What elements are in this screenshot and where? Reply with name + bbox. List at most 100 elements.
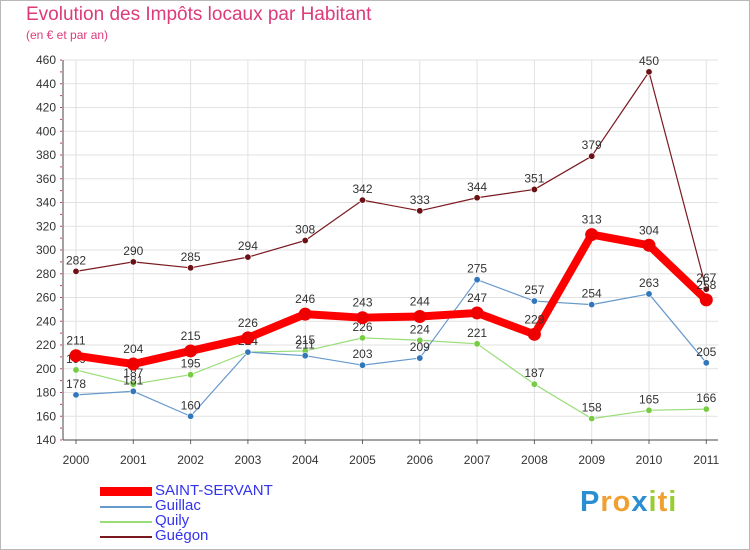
- x-tick-label-2001: 2001: [120, 453, 147, 467]
- data-point-quily-2000: [72, 366, 80, 374]
- x-tick-label-2011: 2011: [693, 453, 719, 467]
- data-point-guillac-2005: [358, 361, 366, 369]
- data-point-guillac-2001: [129, 387, 137, 395]
- data-point-saint-servant-2005: [356, 311, 369, 325]
- data-point-gu-gon-2010: [645, 68, 653, 76]
- legend-swatch-guillac: [100, 506, 152, 508]
- data-label-saint-servant-2009: 313: [582, 213, 602, 227]
- data-point-gu-gon-2001: [129, 258, 137, 266]
- y-tick-label-260: 260: [36, 291, 56, 305]
- y-tick-label-380: 380: [36, 148, 56, 162]
- data-label-saint-servant-2003: 226: [238, 316, 258, 330]
- data-label-saint-servant-2005: 243: [352, 296, 372, 310]
- data-point-gu-gon-2004: [301, 237, 309, 245]
- x-tick-label-2002: 2002: [177, 453, 204, 467]
- data-point-saint-servant-2008: [527, 327, 541, 341]
- data-label-guillac-2007: 275: [467, 262, 487, 276]
- y-tick-label-180: 180: [36, 386, 56, 400]
- data-label-guillac-2009: 254: [582, 287, 602, 301]
- x-tick-label-2009: 2009: [578, 453, 605, 467]
- y-tick-label-460: 460: [36, 53, 56, 67]
- x-tick-label-2005: 2005: [349, 453, 376, 467]
- data-label-gu-gon-2009: 379: [582, 138, 602, 152]
- data-label-gu-gon-2004: 308: [295, 223, 315, 237]
- data-label-guillac-2001: 181: [123, 373, 143, 387]
- data-label-quily-2009: 158: [582, 401, 602, 415]
- x-tick-label-2008: 2008: [521, 453, 548, 467]
- data-point-gu-gon-2006: [416, 207, 424, 215]
- data-label-gu-gon-2008: 351: [524, 171, 544, 185]
- data-point-gu-gon-2005: [358, 196, 366, 204]
- data-point-saint-servant-2002: [184, 344, 198, 358]
- data-label-guillac-2000: 178: [66, 377, 86, 391]
- data-label-quily-2004: 215: [295, 333, 315, 347]
- series-line-gu-gon: [75, 71, 707, 290]
- data-label-saint-servant-2000: 211: [66, 334, 85, 348]
- data-label-saint-servant-2007: 247: [467, 291, 487, 305]
- data-point-saint-servant-2006: [413, 310, 427, 323]
- legend-label-guillac: Guillac: [155, 497, 201, 514]
- data-point-quily-2011: [702, 405, 710, 413]
- data-point-guillac-2007: [473, 276, 481, 284]
- y-tick-label-420: 420: [36, 101, 56, 115]
- data-point-guillac-2009: [588, 301, 596, 309]
- data-point-gu-gon-2007: [473, 194, 481, 202]
- y-tick-label-300: 300: [36, 243, 56, 257]
- data-label-gu-gon-2001: 290: [123, 244, 143, 258]
- chart-title: Evolution des Impôts locaux par Habitant: [26, 4, 372, 25]
- data-label-guillac-2002: 160: [181, 398, 201, 412]
- data-label-guillac-2011: 205: [696, 345, 716, 359]
- data-label-saint-servant-2004: 246: [295, 292, 315, 306]
- y-tick-label-360: 360: [36, 172, 56, 186]
- data-label-guillac-2004: 211: [296, 338, 315, 352]
- data-label-quily-2005: 226: [352, 320, 372, 334]
- x-tick-label-2003: 2003: [235, 453, 262, 467]
- data-label-gu-gon-2007: 344: [467, 180, 487, 194]
- data-label-quily-2007: 221: [467, 326, 487, 340]
- y-tick-label-280: 280: [36, 267, 56, 281]
- data-label-guillac-2010: 263: [639, 276, 659, 290]
- x-tick-label-2000: 2000: [63, 453, 90, 467]
- data-point-guillac-2004: [301, 352, 309, 360]
- y-tick-label-400: 400: [36, 124, 56, 138]
- data-label-saint-servant-2008: 229: [524, 312, 544, 326]
- data-label-gu-gon-2005: 342: [352, 182, 372, 196]
- legend-label-saint-servant: SAINT-SERVANT: [155, 482, 273, 499]
- data-label-quily-2011: 166: [696, 391, 716, 405]
- y-tick-label-160: 160: [36, 409, 56, 423]
- data-point-quily-2002: [187, 371, 195, 379]
- data-point-saint-servant-2010: [642, 238, 656, 252]
- data-point-quily-2005: [358, 334, 366, 342]
- data-label-guillac-2005: 203: [352, 347, 372, 361]
- logo-letter: P: [580, 486, 601, 518]
- data-point-quily-2001: [129, 380, 137, 388]
- x-tick-label-2007: 2007: [464, 453, 491, 467]
- data-point-gu-gon-2002: [187, 264, 195, 272]
- data-point-saint-servant-2001: [126, 357, 140, 371]
- data-label-quily-2008: 187: [524, 366, 544, 380]
- data-point-guillac-2003: [244, 348, 252, 356]
- y-tick-label-320: 320: [36, 219, 56, 233]
- logo-letter: t: [657, 486, 669, 518]
- data-point-guillac-2006: [416, 354, 424, 362]
- logo-letter: o: [612, 486, 632, 518]
- x-tick-label-2010: 2010: [636, 453, 663, 467]
- data-label-saint-servant-2002: 215: [181, 329, 201, 343]
- data-label-saint-servant-2010: 304: [639, 223, 659, 237]
- data-label-saint-servant-2001: 204: [123, 342, 143, 356]
- y-tick-label-220: 220: [36, 338, 56, 352]
- x-tick-label-2006: 2006: [406, 453, 433, 467]
- data-label-guillac-2008: 257: [524, 283, 544, 297]
- logo-letter: i: [668, 486, 678, 518]
- chart-subtitle: (en € et par an): [26, 28, 109, 42]
- series-line-saint-servant: [72, 230, 711, 368]
- logo-letter: x: [631, 486, 649, 518]
- data-point-saint-servant-2000: [69, 349, 83, 363]
- data-point-saint-servant-2007: [470, 306, 484, 320]
- y-tick-label-440: 440: [36, 77, 56, 91]
- y-tick-label-200: 200: [36, 362, 56, 376]
- data-label-gu-gon-2010: 450: [639, 54, 659, 68]
- data-label-saint-servant-2011: 258: [696, 278, 716, 292]
- data-point-saint-servant-2011: [699, 293, 713, 307]
